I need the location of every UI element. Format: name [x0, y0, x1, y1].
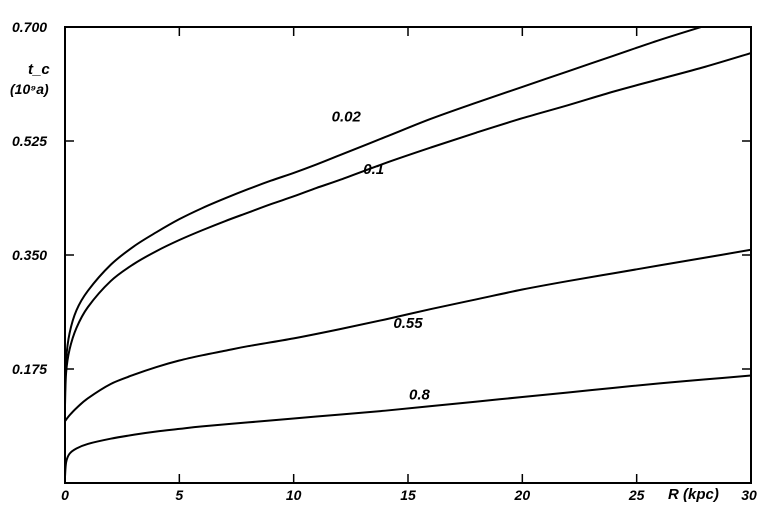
- series-0_55-line: [65, 248, 751, 422]
- y-axis-unit: (10⁹a): [10, 81, 49, 97]
- series-0_02-line: [65, 27, 705, 392]
- plot-frame: [64, 26, 752, 484]
- curves: [65, 27, 751, 477]
- series-label: 0.8: [409, 387, 431, 404]
- x-tick-label: 0: [61, 487, 69, 503]
- y-tick-label: 0.700: [12, 19, 47, 35]
- series-label: 0.02: [332, 108, 362, 125]
- series-0_8-line: [65, 374, 751, 477]
- series-label: 0.55: [393, 315, 423, 332]
- x-tick-label: 20: [514, 487, 531, 503]
- axis-ticks: [64, 26, 752, 483]
- y-axis-label: t_c: [28, 61, 50, 78]
- x-tick-label: 15: [400, 487, 416, 503]
- y-tick-label: 0.175: [12, 361, 47, 377]
- y-tick-label: 0.350: [12, 247, 47, 263]
- y-tick-label: 0.525: [12, 133, 47, 149]
- x-tick-label: 5: [175, 487, 183, 503]
- series-0_1-line: [65, 52, 751, 405]
- x-tick-label: 10: [286, 487, 302, 503]
- series-label: 0.1: [363, 161, 384, 178]
- x-tick-label: 25: [628, 487, 645, 503]
- x-axis-label: R (kpc): [668, 486, 719, 503]
- labels: 0 5 10 15 20 25 30 0.175 0.350 0.525 0.700 0.02 0.1 0…: [12, 19, 757, 503]
- x-tick-label: 30: [741, 487, 757, 503]
